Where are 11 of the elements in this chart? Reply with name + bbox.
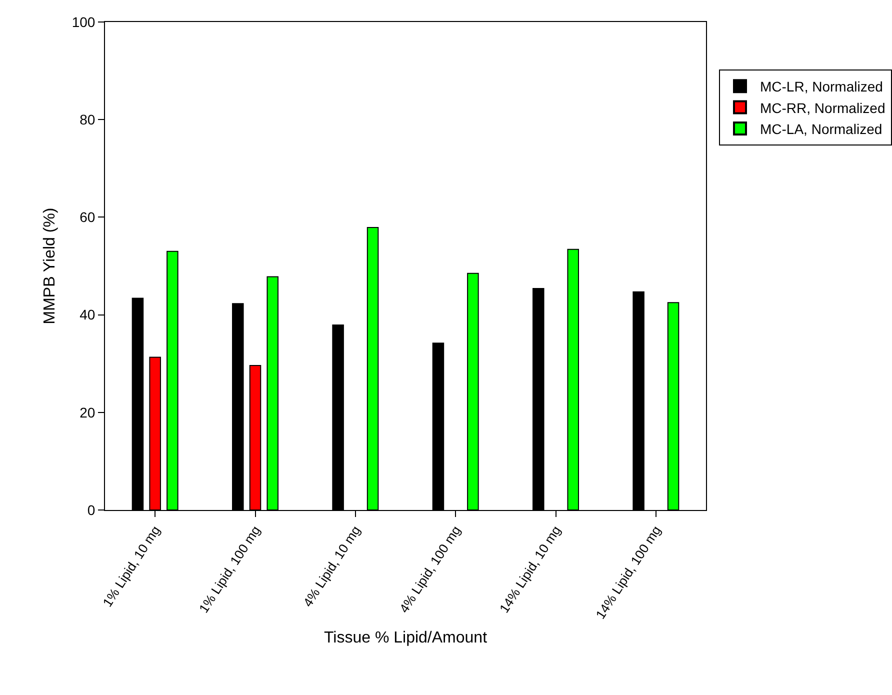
y-tick-label: 60 [80, 209, 96, 226]
y-tick-label: 0 [87, 502, 96, 518]
y-tick-label: 100 [72, 14, 96, 30]
y-tick-label: 20 [80, 404, 96, 420]
legend-label: MC-LA, Normalized [760, 120, 882, 137]
x-axis-title: Tissue % Lipid/Amount [324, 629, 488, 646]
y-tick-label: 40 [80, 306, 96, 323]
y-tick-label: 80 [80, 112, 96, 128]
y-axis-title: MMPB Yield (%) [42, 208, 59, 324]
legend-label: MC-RR, Normalized [760, 100, 886, 116]
legend-label: MC-LR, Normalized [760, 78, 883, 95]
